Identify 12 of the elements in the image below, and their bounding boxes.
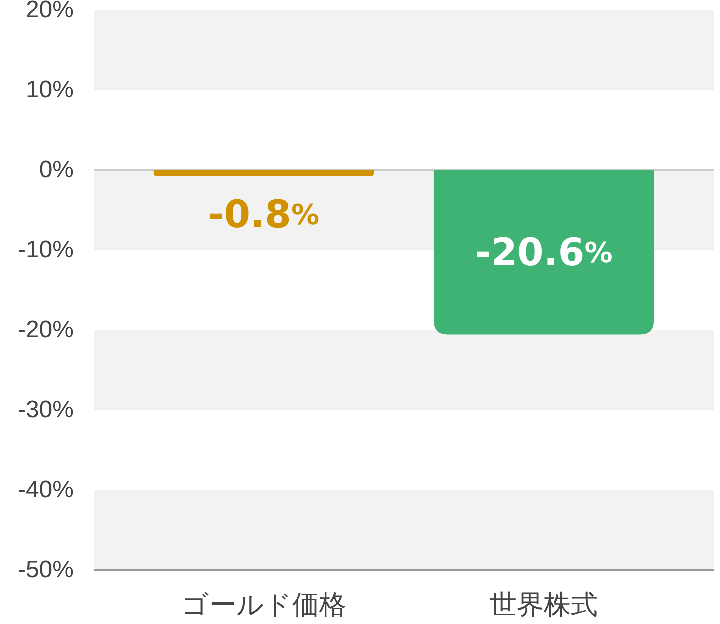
x-tick-label: ゴールド価格 bbox=[181, 590, 346, 620]
y-tick-label: 20% bbox=[26, 0, 74, 24]
y-tick-label: -30% bbox=[18, 396, 74, 424]
y-tick-label: -10% bbox=[18, 236, 74, 264]
y-tick-label: 10% bbox=[26, 76, 74, 104]
y-tick-label: 0% bbox=[39, 156, 74, 184]
value-label: -0.8% bbox=[208, 192, 320, 236]
y-tick-label: -50% bbox=[18, 556, 74, 584]
y-tick-label: -40% bbox=[18, 476, 74, 504]
value-label: -20.6% bbox=[475, 230, 613, 274]
y-tick-label: -20% bbox=[18, 316, 74, 344]
x-tick-label: 世界株式 bbox=[490, 590, 598, 620]
